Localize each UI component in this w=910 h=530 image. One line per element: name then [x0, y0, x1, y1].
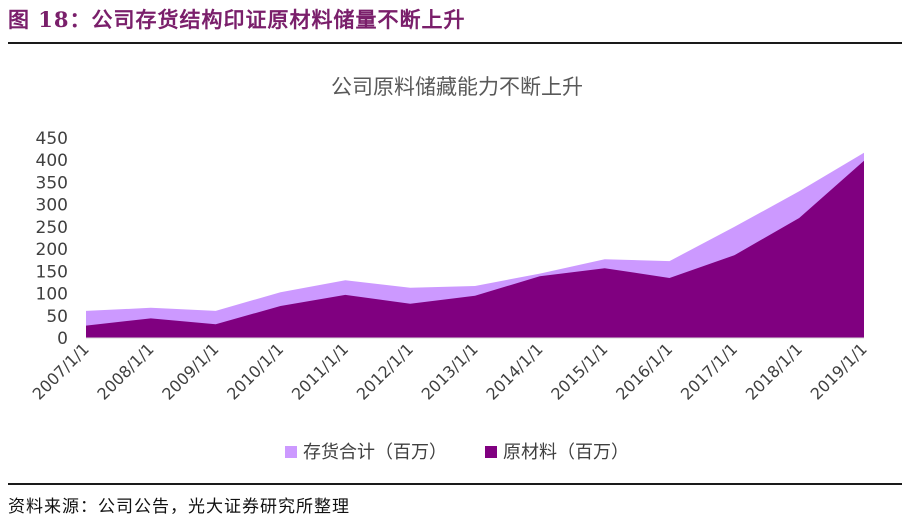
x-tick-label: 2017/1/1 [677, 339, 741, 403]
y-tick-label: 350 [36, 173, 68, 193]
bottom-rule [8, 483, 902, 485]
x-tick-label: 2014/1/1 [482, 339, 546, 403]
series-area-2 [86, 160, 864, 338]
figure-title: 图 18：公司存货结构印证原材料储量不断上升 [8, 7, 466, 32]
y-tick-label: 300 [36, 196, 68, 216]
legend: 存货合计（百万） 原材料（百万） [285, 442, 629, 463]
y-tick-label: 50 [46, 307, 68, 327]
x-tick-label: 2007/1/1 [29, 339, 93, 403]
y-tick-label: 400 [36, 151, 68, 171]
y-tick-label: 0 [57, 329, 68, 349]
x-tick-label: 2015/1/1 [547, 339, 611, 403]
plot-areas [86, 152, 864, 339]
x-tick-label: 2010/1/1 [223, 339, 287, 403]
y-tick-label: 250 [36, 218, 68, 238]
x-tick-label: 2018/1/1 [742, 339, 806, 403]
source-note: 资料来源：公司公告，光大证券研究所整理 [8, 497, 350, 517]
legend-swatch [285, 446, 297, 458]
x-tick-label: 2013/1/1 [418, 339, 482, 403]
x-tick-label: 2009/1/1 [158, 339, 222, 403]
y-tick-label: 450 [36, 129, 68, 149]
x-axis: 2007/1/1 2008/1/1 2009/1/1 2010/1/1 2011/1/1… [29, 339, 871, 403]
x-tick-label: 2019/1/1 [807, 339, 871, 403]
legend-label: 存货合计（百万） [303, 442, 447, 463]
legend-label: 原材料（百万） [503, 442, 629, 463]
legend-swatch [485, 446, 497, 458]
x-tick-label: 2011/1/1 [288, 339, 352, 403]
chart-title: 公司原料储藏能力不断上升 [331, 75, 583, 99]
x-tick-label: 2016/1/1 [612, 339, 676, 403]
top-rule [8, 42, 902, 44]
x-tick-label: 2012/1/1 [353, 339, 417, 403]
y-tick-label: 100 [36, 285, 68, 305]
y-tick-label: 150 [36, 262, 68, 282]
x-tick-label: 2008/1/1 [93, 339, 157, 403]
y-tick-label: 200 [36, 240, 68, 260]
